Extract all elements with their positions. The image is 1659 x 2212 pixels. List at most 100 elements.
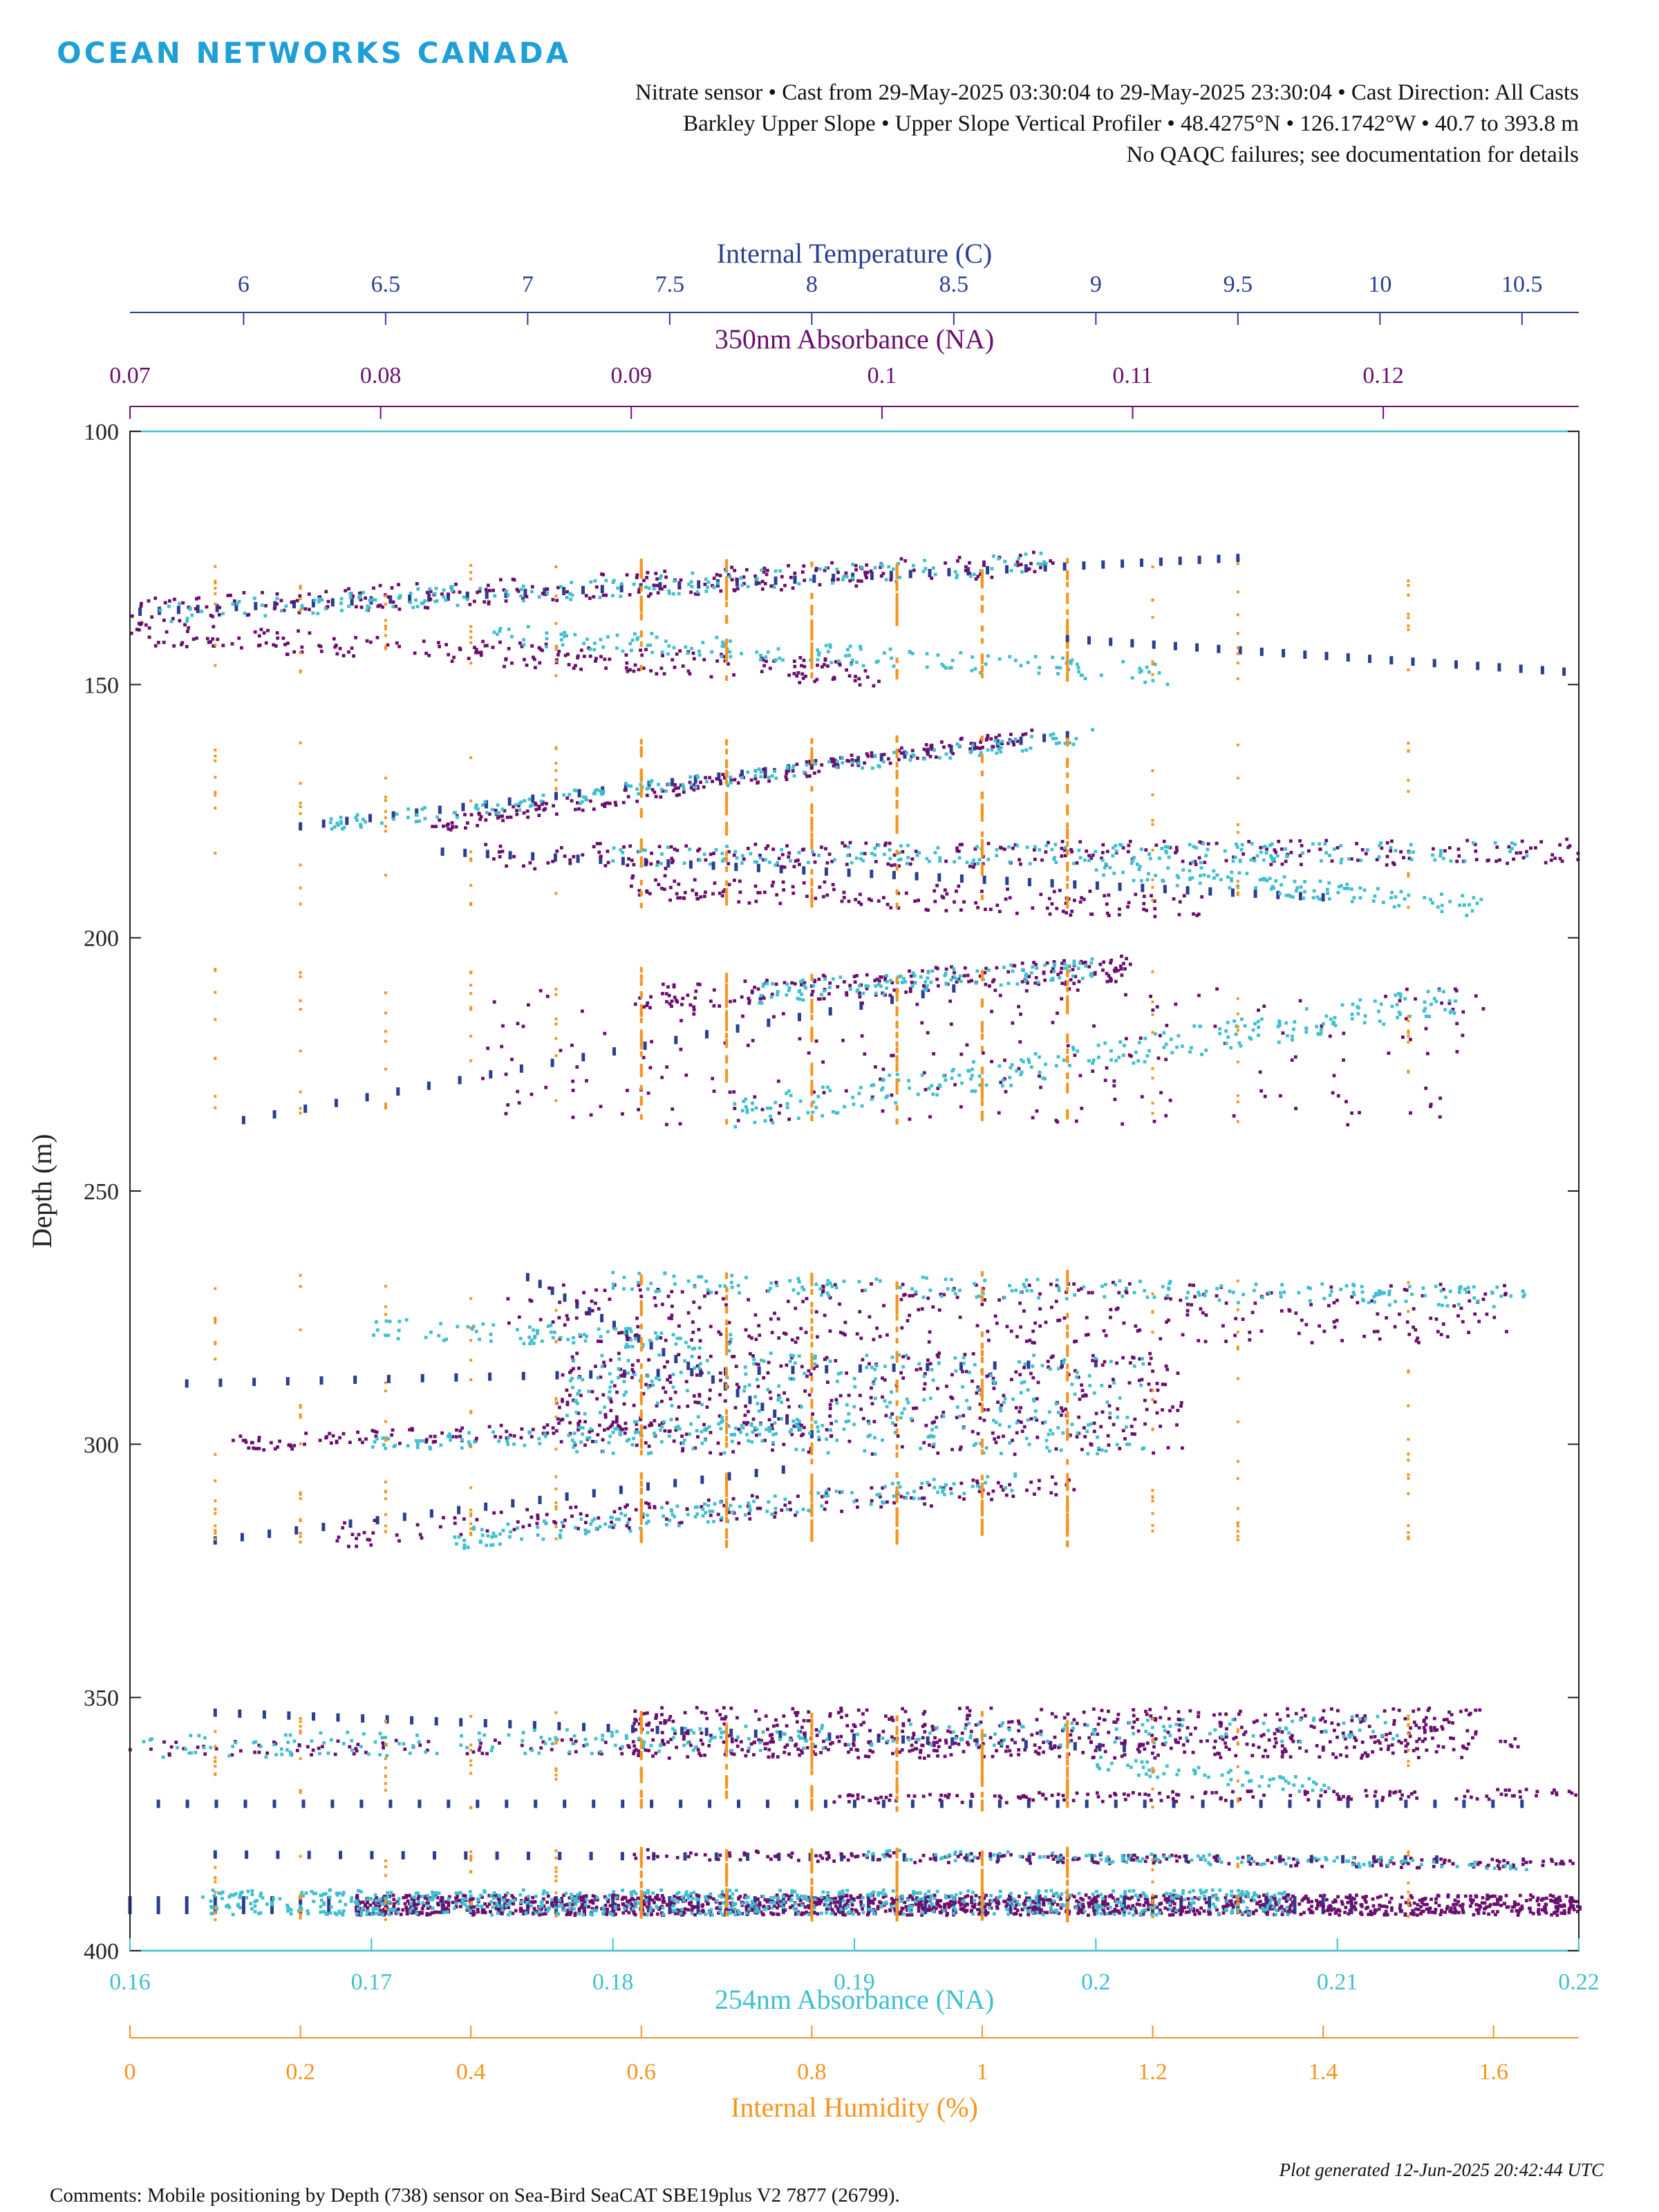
abs350-point [368, 1903, 373, 1907]
abs350-point [769, 1740, 772, 1744]
abs350-point [1228, 1747, 1231, 1752]
abs350-point [1465, 1729, 1470, 1733]
abs350-point [334, 644, 338, 647]
abs350-point [1067, 1478, 1071, 1482]
abs350-point [426, 606, 430, 610]
abs350-point [977, 1912, 981, 1916]
abs350-point [660, 886, 664, 890]
abs350-point [973, 847, 977, 851]
abs350-point [1348, 1893, 1352, 1897]
abs350-point [928, 1792, 932, 1797]
abs350-point [677, 1324, 681, 1328]
abs350-point [937, 1745, 941, 1749]
abs350-point [1031, 1116, 1035, 1120]
temperature-point [754, 1468, 758, 1477]
abs350-point [887, 757, 890, 761]
abs350-point [958, 1315, 962, 1320]
abs350-point [1031, 1376, 1035, 1380]
abs350-point [740, 995, 744, 999]
abs350-point [537, 814, 541, 817]
abs350-point [792, 1424, 796, 1428]
abs350-point [1053, 1745, 1056, 1750]
abs350-point [1280, 1309, 1284, 1313]
abs350-point [828, 1712, 832, 1716]
abs350-point [529, 1515, 534, 1519]
abs350-point [1144, 848, 1148, 852]
abs350-point [654, 1716, 658, 1720]
abs350-point [1335, 1735, 1339, 1739]
abs350-point [673, 879, 677, 883]
abs350-point [1515, 851, 1519, 855]
abs350-point [212, 625, 216, 628]
abs350-point [921, 1794, 926, 1798]
abs350-point [735, 1517, 739, 1521]
abs350-point [1400, 1866, 1403, 1869]
abs350-point [785, 769, 789, 773]
abs350-point [526, 1905, 530, 1909]
abs350-point [458, 590, 462, 594]
abs350-point [921, 1712, 926, 1716]
abs350-point [317, 644, 321, 648]
abs350-point [1073, 1340, 1076, 1344]
abs350-point [1350, 1902, 1353, 1906]
temperature-point [671, 778, 675, 787]
abs350-point [1255, 1719, 1259, 1723]
abs350-point [766, 1727, 769, 1732]
abs350-point [645, 576, 648, 579]
abs350-point [699, 780, 702, 785]
abs350-point [859, 1407, 863, 1412]
abs350-point [1277, 1729, 1280, 1733]
abs350-point [140, 621, 144, 625]
abs350-point [1525, 850, 1528, 854]
abs350-point [1056, 973, 1060, 977]
temperature-point [458, 1076, 462, 1085]
abs350-point [1474, 1732, 1478, 1736]
abs350-point [1541, 1864, 1545, 1867]
abs350-point [1339, 1797, 1342, 1801]
abs350-point [373, 1519, 377, 1522]
abs350-point [1078, 1074, 1082, 1078]
abs350-point [838, 1794, 842, 1799]
abs350-point [1498, 858, 1501, 862]
abs350-point [409, 1905, 413, 1909]
abs350-point [1414, 1723, 1418, 1727]
abs350-point [623, 788, 627, 792]
abs350-point [1040, 1897, 1044, 1901]
abs350-point [661, 654, 664, 657]
abs350-point [1146, 1901, 1150, 1905]
abs350-point [970, 1898, 974, 1902]
abs350-point [719, 1378, 722, 1382]
abs350-point [1030, 1733, 1034, 1737]
temperature-point [870, 870, 874, 879]
abs350-point [1081, 961, 1085, 965]
abs350-point [822, 997, 826, 1001]
temperature-point [1073, 1742, 1077, 1751]
abs350-point [750, 1336, 753, 1340]
abs350-point [221, 644, 225, 648]
abs350-point [960, 1731, 964, 1735]
abs350-point [737, 1427, 741, 1432]
abs350-point [668, 1715, 673, 1718]
abs350-point [1019, 1325, 1022, 1329]
temperature-point [1095, 881, 1099, 890]
abs350-point [599, 854, 603, 859]
abs350-point [1031, 1329, 1035, 1333]
abs350-point [1555, 1913, 1559, 1918]
temperature-point [272, 1799, 276, 1808]
abs350-point [917, 1906, 921, 1910]
abs350-point [870, 1499, 874, 1503]
abs350-point [1091, 1707, 1096, 1711]
abs350-point [984, 982, 988, 986]
abs350-point [1269, 1291, 1273, 1295]
abs350-point [1247, 840, 1251, 843]
abs350-point [1006, 741, 1010, 745]
abs350-point [162, 618, 166, 622]
abs350-point [670, 1000, 674, 1003]
abs350-point [1405, 1017, 1408, 1021]
abs350-point [282, 608, 286, 612]
abs350-point [695, 1893, 699, 1897]
abs350-point [830, 760, 834, 764]
abs350-point [648, 1423, 651, 1427]
abs350-point [637, 889, 641, 892]
abs350-point [1224, 1712, 1228, 1716]
